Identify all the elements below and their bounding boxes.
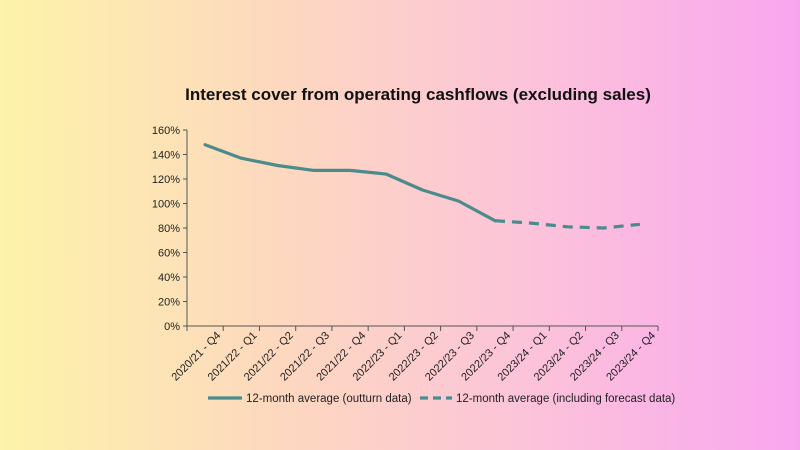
series-line-forecast <box>494 219 641 230</box>
y-tick-label: 160% <box>152 125 180 137</box>
y-tick-label: 60% <box>158 248 180 260</box>
y-tick-label: 100% <box>152 199 180 211</box>
legend-label: 12-month average (including forecast dat… <box>456 393 675 405</box>
y-tick-label: 120% <box>152 174 180 186</box>
chart-title: Interest cover from operating cashflows … <box>185 85 651 104</box>
y-tick-label: 20% <box>158 297 180 309</box>
series-layer <box>203 143 641 230</box>
y-tick-label: 80% <box>158 223 180 235</box>
legend-label: 12-month average (outturn data) <box>246 393 412 405</box>
legend: 12-month average (outturn data) 12-month … <box>208 393 675 405</box>
y-tick-label: 140% <box>152 150 180 162</box>
y-tick-label: 40% <box>158 272 180 284</box>
axes: 0%20%40%60%80%100%120%140%160%2020/21 - … <box>152 125 659 384</box>
series-line-outturn <box>203 143 497 223</box>
y-tick-label: 0% <box>164 321 180 333</box>
